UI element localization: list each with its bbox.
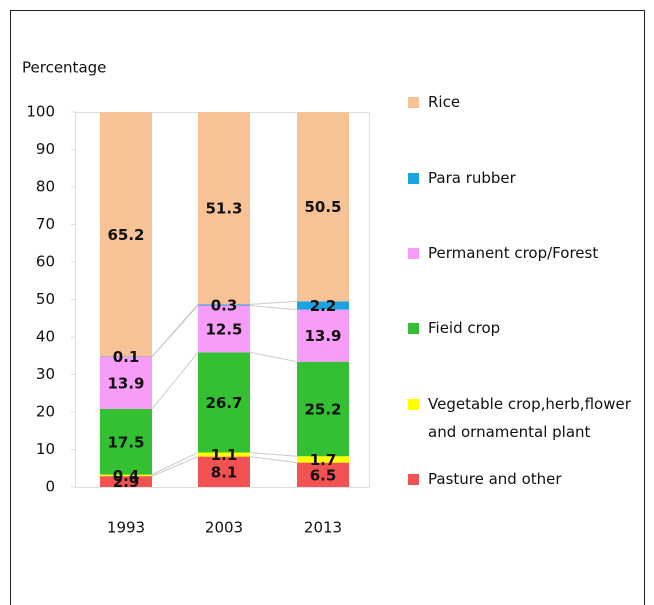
bar-segment — [297, 112, 349, 302]
y-axis-label: Percentage — [22, 59, 106, 77]
y-tick-label: 90 — [36, 140, 55, 158]
y-tick-label: 30 — [36, 365, 55, 383]
legend-swatch — [408, 323, 419, 334]
data-label: 2.2 — [310, 297, 337, 315]
data-label: 1.7 — [310, 451, 337, 469]
connector — [151, 352, 199, 410]
x-tick-label: 1993 — [107, 519, 145, 537]
legend-swatch — [408, 399, 419, 410]
bar-segment — [198, 352, 250, 453]
bar-segment — [100, 409, 152, 475]
y-tick-label: 40 — [36, 328, 55, 346]
bar-segment — [297, 301, 349, 310]
bar-segment — [297, 456, 349, 463]
y-tick-label: 100 — [26, 103, 55, 121]
bar-segment — [100, 476, 152, 487]
y-tick-label: 20 — [36, 403, 55, 421]
connector — [151, 304, 199, 357]
bar-segment — [198, 456, 250, 487]
connector — [249, 456, 298, 464]
data-label: 12.5 — [205, 320, 242, 338]
connector — [151, 456, 199, 477]
y-tick-label: 80 — [36, 178, 55, 196]
connector — [249, 300, 298, 305]
connector — [249, 351, 298, 363]
y-tick-label: 10 — [36, 440, 55, 458]
bar-segment — [100, 112, 152, 357]
bar-segment — [100, 356, 152, 409]
bar-segment — [198, 452, 250, 457]
bar-segment — [198, 305, 250, 353]
data-label: 6.5 — [310, 466, 337, 484]
data-label: 13.9 — [304, 327, 341, 345]
x-tick-label: 2003 — [205, 519, 243, 537]
bar-segment — [297, 361, 349, 457]
x-tick-label: 2013 — [304, 519, 342, 537]
legend-label: Pasture and other — [428, 470, 562, 488]
legend-swatch — [408, 173, 419, 184]
data-label: 50.5 — [304, 198, 341, 216]
data-label: 0.4 — [113, 467, 140, 485]
legend-swatch — [408, 474, 419, 485]
data-label: 25.2 — [304, 401, 341, 419]
data-label: 1.1 — [211, 446, 238, 464]
legend-label: Rice — [428, 93, 461, 111]
y-tick-label: 70 — [36, 215, 55, 233]
connector — [249, 452, 298, 457]
legend-label: Permanent crop/Forest — [428, 244, 599, 262]
legend-label: Para rubber — [428, 169, 516, 187]
legend-swatch — [408, 248, 419, 259]
y-tick-label: 50 — [36, 290, 55, 308]
legend-swatch — [408, 97, 419, 108]
data-label: 65.2 — [107, 226, 144, 244]
legend-label: Fieid crop — [428, 319, 501, 337]
bar-segment — [297, 462, 349, 487]
data-label: 26.7 — [205, 394, 242, 412]
bar-segment — [100, 474, 152, 477]
data-label: 0.3 — [211, 296, 238, 314]
legend-label: Vegetable crop,herb,flower and ornamenta… — [428, 395, 631, 441]
frame — [10, 10, 645, 605]
y-tick-label: 0 — [45, 478, 55, 496]
data-label: 2.9 — [113, 473, 140, 491]
data-label: 8.1 — [211, 463, 238, 481]
data-label: 17.5 — [107, 433, 144, 451]
bar-segment — [297, 309, 349, 362]
bar-segment — [198, 112, 250, 305]
data-label: 51.3 — [205, 200, 242, 218]
bar-segment — [198, 304, 250, 306]
y-tick-label: 60 — [36, 253, 55, 271]
data-label: 0.1 — [113, 348, 140, 366]
connector — [249, 305, 298, 311]
connector — [151, 452, 199, 476]
data-label: 13.9 — [107, 374, 144, 392]
